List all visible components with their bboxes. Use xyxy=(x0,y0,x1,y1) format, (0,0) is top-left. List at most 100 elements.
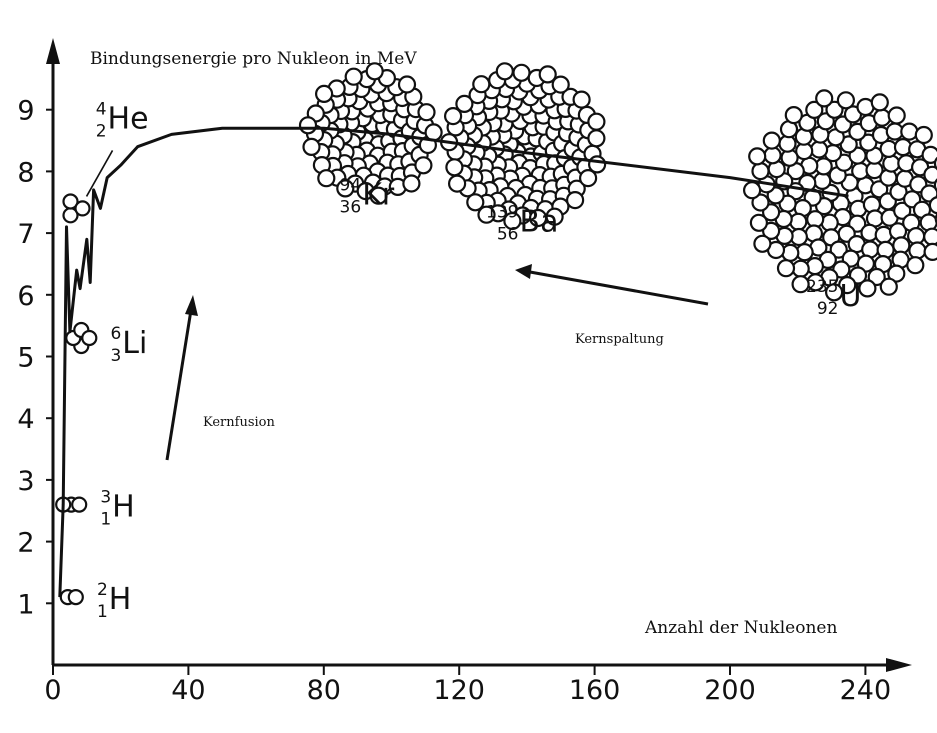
y-ticks: 1 2 3 4 5 6 7 8 9 xyxy=(17,96,53,620)
nucleon xyxy=(923,242,937,261)
nucleon xyxy=(587,112,606,131)
y-tick-label: 7 xyxy=(17,219,34,250)
binding-energy-curve xyxy=(58,126,849,598)
nucleon xyxy=(887,106,906,125)
element-symbol: U xyxy=(839,279,861,314)
fusion-label: Kernfusion xyxy=(203,415,275,430)
nucleon xyxy=(402,174,421,193)
fusion-arrow xyxy=(165,309,193,461)
nucleon xyxy=(302,137,321,156)
nucleon xyxy=(565,191,585,210)
nucleon xyxy=(455,94,474,114)
nucleon xyxy=(315,84,334,104)
x-axis-title: Anzahl der Nukleonen xyxy=(644,618,837,638)
nucleon xyxy=(578,169,598,188)
nucleon xyxy=(914,125,933,145)
nucleon xyxy=(824,283,844,302)
y-tick-label: 6 xyxy=(17,281,34,312)
nucleon xyxy=(928,196,937,215)
y-tick-label: 4 xyxy=(17,404,34,435)
nucleon xyxy=(336,179,355,198)
nucleon xyxy=(414,156,433,175)
nucleon xyxy=(789,212,808,231)
nucleon xyxy=(900,122,919,141)
y-axis-title: Bindungsenergie pro Nukleon in MeV xyxy=(90,49,417,69)
nucleon xyxy=(365,62,384,81)
nucleus-h-3 xyxy=(55,496,88,513)
nucleon xyxy=(762,131,781,150)
charge-number: 56 xyxy=(497,225,519,245)
nucleon xyxy=(74,200,91,217)
nucleon xyxy=(809,140,829,159)
nucleon xyxy=(742,181,762,200)
nucleus-h-2 xyxy=(59,588,84,606)
nucleon xyxy=(921,145,937,164)
nucleon xyxy=(587,129,606,148)
nucleon xyxy=(503,211,522,231)
x-tick-label: 200 xyxy=(704,675,756,706)
x-tick-label: 160 xyxy=(569,675,621,706)
nucleus-u-235 xyxy=(742,89,937,302)
charge-number: 1 xyxy=(97,602,108,622)
nucleon xyxy=(369,186,388,205)
nucleon xyxy=(893,201,912,220)
nucleon xyxy=(882,154,901,173)
nucleon xyxy=(572,90,591,109)
nucleon xyxy=(781,243,800,262)
nucleon xyxy=(820,213,839,232)
nucleon xyxy=(829,240,848,259)
nucleon xyxy=(908,241,927,260)
mass-number: 235 xyxy=(806,277,838,297)
x-ticks: 0 40 80 120 160 200 240 xyxy=(44,665,891,706)
nucleon xyxy=(836,91,856,110)
mass-number: 3 xyxy=(100,488,111,508)
x-tick-label: 80 xyxy=(307,675,341,706)
mass-number: 139 xyxy=(486,203,518,223)
he-pointer-line xyxy=(85,150,114,197)
element-symbol: Li xyxy=(122,326,147,361)
nucleon xyxy=(870,93,889,112)
nucleon xyxy=(298,116,318,135)
nucleon xyxy=(870,180,889,199)
fusion-arrowhead xyxy=(185,295,198,316)
nucleon xyxy=(791,259,810,278)
element-symbol: Ba xyxy=(520,205,559,240)
nucleon xyxy=(751,162,770,181)
nucleon xyxy=(62,193,79,210)
charge-number: 1 xyxy=(100,510,111,530)
x-tick-label: 240 xyxy=(840,675,892,706)
nucleon xyxy=(71,496,88,513)
y-tick-label: 1 xyxy=(17,589,34,620)
nucleon xyxy=(867,267,886,287)
mass-number: 4 xyxy=(96,99,107,119)
fission-arrow xyxy=(529,270,709,306)
y-tick-label: 9 xyxy=(17,96,34,127)
mass-number: 94 xyxy=(340,175,362,195)
nucleon xyxy=(466,193,485,212)
charge-number: 36 xyxy=(340,197,362,217)
nucleon xyxy=(872,108,892,127)
nucleon xyxy=(444,106,463,126)
nucleon xyxy=(472,75,491,94)
nucleon xyxy=(344,67,363,86)
x-axis-arrowhead xyxy=(886,658,912,672)
element-symbol: H xyxy=(112,490,135,525)
charge-number: 92 xyxy=(817,299,839,319)
x-tick-label: 0 xyxy=(44,675,61,706)
charge-number: 3 xyxy=(110,346,121,366)
element-symbol: He xyxy=(108,101,149,136)
label-he-4: 42 He xyxy=(96,99,149,141)
nucleon xyxy=(923,227,937,246)
nucleon xyxy=(753,234,772,253)
nuclei-layer xyxy=(55,62,937,606)
element-symbol: H xyxy=(109,582,132,617)
nucleon xyxy=(906,256,925,275)
label-h-2: 21 H xyxy=(97,580,131,622)
nucleon xyxy=(81,329,98,347)
charge-number: 2 xyxy=(96,121,107,141)
y-tick-label: 2 xyxy=(17,528,34,559)
x-tick-label: 40 xyxy=(171,675,205,706)
